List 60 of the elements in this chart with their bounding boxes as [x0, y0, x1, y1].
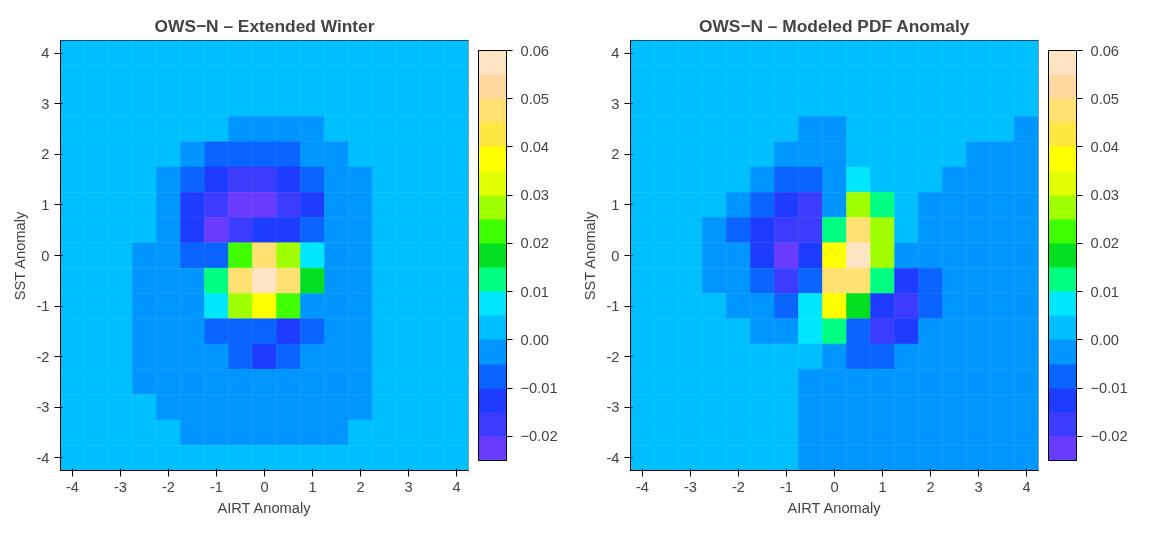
- x-tick-label: 3: [404, 478, 413, 495]
- x-tick-label: -1: [209, 478, 224, 495]
- x-tick-label: -1: [779, 478, 794, 495]
- x-tick-label: -3: [683, 478, 698, 495]
- y-tick-label: -2: [606, 348, 620, 365]
- y-tick-label: 0: [611, 247, 620, 264]
- color-bar-label: 0.05: [520, 90, 550, 107]
- color-bar-label: −0.01: [1090, 380, 1128, 397]
- x-tick-label: -4: [65, 478, 80, 495]
- y-tick-label: -3: [606, 399, 620, 416]
- x-tick-label: 1: [308, 478, 317, 495]
- y-tick-label: -3: [36, 399, 50, 416]
- x-tick-label: 4: [452, 478, 461, 495]
- y-tick-label: 1: [611, 196, 620, 213]
- x-axis-title: AIRT Anomaly: [217, 499, 312, 516]
- color-bar-label: 0.00: [520, 331, 550, 348]
- color-bar-label: 0.01: [520, 283, 550, 300]
- color-bar-label: 0.02: [520, 235, 550, 252]
- x-tick-label: 2: [926, 478, 935, 495]
- y-tick-label: 0: [41, 247, 50, 264]
- color-bar-label: 0.01: [1090, 283, 1120, 300]
- x-tick-label: -2: [161, 478, 176, 495]
- y-tick-label: 4: [41, 45, 50, 62]
- y-tick-label: 4: [611, 45, 620, 62]
- x-tick-label: 1: [878, 478, 887, 495]
- y-tick-label: 2: [611, 146, 620, 163]
- x-tick-label: -2: [731, 478, 746, 495]
- x-tick-label: -3: [113, 478, 128, 495]
- y-tick-label: 3: [41, 95, 50, 112]
- x-tick-label: 2: [356, 478, 365, 495]
- color-bar-label: 0.06: [520, 42, 550, 59]
- y-tick-label: -2: [36, 348, 50, 365]
- color-bar-label: −0.02: [520, 428, 558, 445]
- y-axis-title: SST Anomaly: [582, 211, 599, 301]
- color-bar-label: 0.03: [1090, 187, 1120, 204]
- x-axis-title: AIRT Anomaly: [787, 499, 882, 516]
- x-tick-label: -4: [635, 478, 650, 495]
- x-tick-label: 3: [974, 478, 983, 495]
- y-tick-label: 1: [41, 196, 50, 213]
- color-bar-label: 0.02: [1090, 235, 1120, 252]
- y-tick-label: -4: [606, 449, 620, 466]
- color-bar-label: 0.04: [520, 138, 550, 155]
- color-bar-label: 0.05: [1090, 90, 1120, 107]
- color-bar-label: 0.00: [1090, 331, 1120, 348]
- color-bar-label: 0.04: [1090, 138, 1120, 155]
- color-bar-label: 0.03: [520, 187, 550, 204]
- chart-title: OWS−N – Extended Winter: [154, 15, 375, 36]
- color-bar-label: 0.06: [1090, 42, 1120, 59]
- x-tick-label: 0: [260, 478, 269, 495]
- y-tick-label: 3: [611, 95, 620, 112]
- y-tick-label: -1: [606, 298, 620, 315]
- color-bar-label: −0.02: [1090, 428, 1128, 445]
- y-tick-label: 2: [41, 146, 50, 163]
- y-tick-label: -1: [36, 298, 50, 315]
- x-tick-label: 0: [830, 478, 839, 495]
- color-bar-label: −0.01: [520, 380, 558, 397]
- y-tick-label: -4: [36, 449, 50, 466]
- chart-title: OWS−N – Modeled PDF Anomaly: [698, 15, 970, 36]
- y-axis-title: SST Anomaly: [12, 211, 29, 301]
- x-tick-label: 4: [1022, 478, 1031, 495]
